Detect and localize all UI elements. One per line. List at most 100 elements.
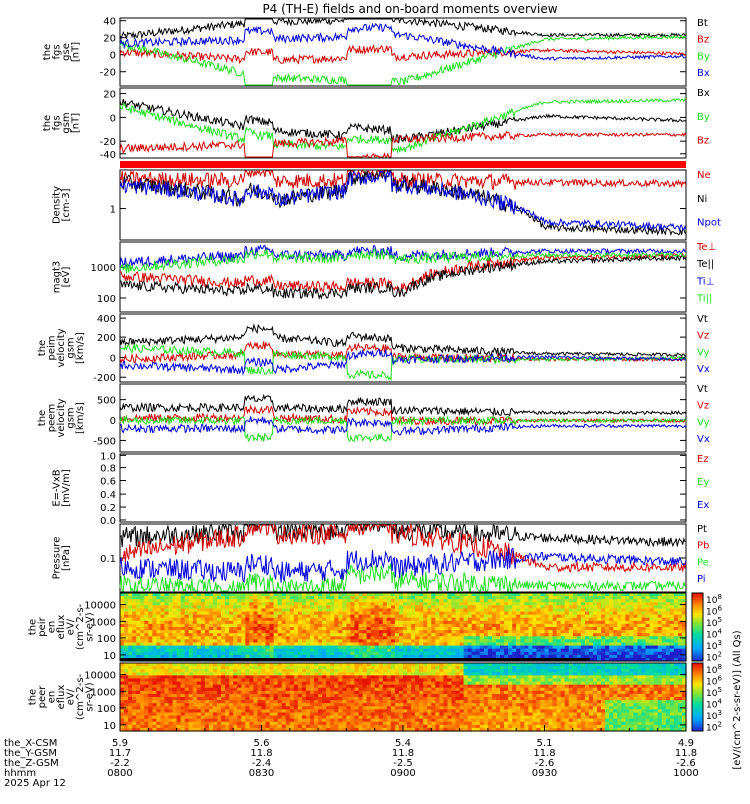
panel-density [120,170,686,240]
x-tick-label: 0830 [249,768,274,779]
y-tick-label: 1 [110,205,116,216]
colorbar-title: [eV/(cm^2-s-sr-eV)] (All Qs) [732,630,743,769]
y-tick-label: 1000 [91,263,116,274]
y-tick-label: 10000 [84,671,116,682]
y-tick-label: 0.6 [100,477,116,488]
x-tick-label: 0800 [107,768,132,779]
colorbar [692,663,703,732]
y-tick-label: 200 [97,333,116,344]
legend-entry: Bt [697,18,708,29]
legend-entry: Ey [697,477,709,488]
colorbar-label: 102 [706,720,722,733]
y-axis-label: sr-eV) [85,612,96,641]
y-tick-label: 0.4 [100,490,116,501]
legend-entry: Ex [697,500,709,511]
y-axis-label: [km/s] [75,402,86,434]
legend-entry: Pe [697,557,709,568]
legend-entry: Vy [697,417,710,428]
panel-peem-vel [120,384,686,452]
y-axis-label: [mV/m] [61,469,72,507]
y-tick-label: 100 [97,294,116,305]
panel-peim-vel [120,314,686,382]
panel-fgs-gsm [120,88,686,158]
y-tick-label: 100 [97,634,116,645]
date-label: 2025 Apr 12 [4,778,66,789]
panel-peer [120,663,687,732]
x-tick-label: 0930 [532,768,557,779]
series-line-Vt [120,396,686,416]
panel-pressure [120,524,686,592]
legend-entry: Pt [697,524,707,535]
y-tick-label: 10 [103,721,116,732]
legend-entry: Vx [697,434,710,445]
panel-efield [120,454,686,522]
y-tick-label: 0 [110,354,116,365]
series-line-By [120,99,686,152]
y-tick-label: -20 [100,137,116,148]
panel-fgs-gse [120,18,686,86]
y-tick-label: -40 [100,150,116,161]
y-tick-label: 100 [97,704,116,715]
y-axis-label: [nT] [70,42,81,62]
legend-entry: Bz [697,35,709,46]
legend-entry: By [697,51,710,62]
legend-entry: Ez [697,454,709,465]
legend-entry: Vz [697,401,709,412]
series-line-Bt [120,19,686,39]
legend-entry: Ni [697,194,707,205]
x-tick-label: 0900 [390,768,415,779]
y-tick-label: 0 [110,416,116,427]
y-tick-label: 20 [103,34,116,45]
y-tick-label: -500 [93,436,116,447]
y-tick-label: -20 [100,68,116,79]
panel-frame [120,88,686,158]
y-tick-label: 20 [103,90,116,101]
y-axis-label: [km/s] [75,332,86,364]
panel-temp [120,242,686,312]
legend-entry: Vt [697,384,708,395]
y-axis-label: sr-eV) [85,682,96,711]
legend-entry: Bz [697,136,709,147]
y-tick-label: 1.0 [100,451,116,462]
legend-entry: Bx [697,88,710,99]
series-line-Bz [120,132,686,157]
panel-frame [120,454,686,522]
y-tick-label: 500 [97,396,116,407]
y-axis-label: [nT] [70,113,81,133]
legend-entry: Ti⊥ [696,276,714,287]
legend-entry: Ne [697,170,711,181]
y-axis-label: [cm-3] [61,188,72,221]
legend-entry: By [697,112,710,123]
y-tick-label: 0.8 [100,464,116,475]
colorbar [692,593,703,662]
series-line-Bx [120,99,686,143]
plot-title: P4 (TH-E) fields and on-board moments ov… [120,2,700,16]
legend-entry: Vz [697,331,709,342]
y-tick-label: 0 [110,51,116,62]
legend-entry: Vt [697,314,708,325]
y-tick-label: 0.1 [100,554,116,565]
y-tick-label: 10 [103,651,116,662]
legend-entry: Ti|| [696,294,712,305]
y-tick-label: 0 [110,113,116,124]
legend-entry: Vy [697,347,710,358]
separator-band [120,161,686,168]
y-tick-label: 40 [103,17,116,28]
legend-entry: Te⊥ [696,242,716,253]
y-tick-label: 0.0 [100,516,116,527]
colorbar-label: 102 [706,650,722,663]
y-tick-label: 10000 [84,601,116,612]
legend-entry: Npot [697,218,721,229]
legend-entry: Te|| [696,259,714,270]
panel-peir [120,593,687,662]
legend-entry: Pi [697,574,706,585]
y-axis-label: [eV] [61,267,72,288]
series-line-Vt [120,325,686,356]
x-tick-label: 1000 [673,768,698,779]
y-tick-label: 400 [97,314,116,325]
y-tick-label: 0.2 [100,503,116,514]
y-axis-label: [nPa] [61,545,72,571]
y-tick-label: -200 [93,373,116,384]
